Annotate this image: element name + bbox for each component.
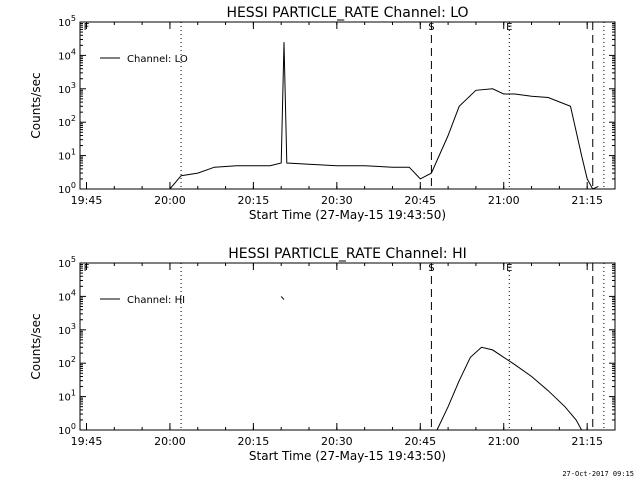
x-tick-label: 20:15 bbox=[238, 435, 270, 448]
y-tick-label: 101 bbox=[58, 389, 76, 404]
series-line-0 bbox=[80, 42, 599, 190]
x-tick-label: 21:00 bbox=[488, 435, 520, 448]
legend-label: Channel: LO bbox=[127, 54, 188, 65]
x-tick-label: 19:45 bbox=[71, 435, 103, 448]
x-tick-label: 20:30 bbox=[321, 194, 353, 207]
annotation-f: F bbox=[84, 263, 90, 274]
plot-frame-0 bbox=[79, 21, 616, 190]
legend-label: Channel: HI bbox=[127, 295, 185, 306]
annotation-s: S bbox=[428, 22, 434, 33]
x-axis-label: Start Time (27-May-15 19:43:50) bbox=[249, 449, 446, 463]
annotation-e: E bbox=[506, 263, 512, 274]
y-tick-label: 100 bbox=[58, 422, 76, 437]
y-axis-label: Counts/sec bbox=[29, 313, 43, 379]
x-tick-label: 20:45 bbox=[404, 194, 436, 207]
y-axis-label: Counts/sec bbox=[29, 72, 43, 138]
y-tick-label: 104 bbox=[58, 288, 76, 303]
series-line-1 bbox=[436, 346, 583, 431]
x-tick-label: 20:00 bbox=[154, 435, 186, 448]
x-tick-label: 20:45 bbox=[404, 435, 436, 448]
y-tick-label: 104 bbox=[58, 47, 76, 62]
x-tick-label: 21:00 bbox=[488, 194, 520, 207]
annotation-e: E bbox=[506, 22, 512, 33]
y-tick-label: 101 bbox=[58, 148, 76, 163]
y-tick-label: 105 bbox=[58, 14, 76, 29]
chart-title-1: HESSI PARTICLE_RATE Channel: HI bbox=[228, 246, 466, 262]
y-tick-label: 103 bbox=[58, 322, 76, 337]
x-tick-label: 21:15 bbox=[571, 194, 603, 207]
series-spike-1 bbox=[280, 296, 285, 300]
y-tick-label: 105 bbox=[58, 255, 76, 270]
annotation-s: S bbox=[428, 263, 434, 274]
footer-timestamp: 27-Oct-2017 09:15 bbox=[562, 470, 634, 478]
x-tick-label: 20:30 bbox=[321, 435, 353, 448]
annotation-f: F bbox=[84, 22, 90, 33]
x-tick-label: 19:45 bbox=[71, 194, 103, 207]
y-tick-label: 100 bbox=[58, 181, 76, 196]
y-tick-label: 103 bbox=[58, 81, 76, 96]
x-axis-label: Start Time (27-May-15 19:43:50) bbox=[249, 208, 446, 222]
chart-title-0: HESSI PARTICLE_RATE Channel: LO bbox=[226, 5, 468, 21]
plot-frame-1 bbox=[79, 262, 616, 431]
x-tick-label: 21:15 bbox=[571, 435, 603, 448]
y-tick-label: 102 bbox=[58, 114, 76, 129]
y-tick-label: 102 bbox=[58, 355, 76, 370]
x-tick-label: 20:15 bbox=[238, 194, 270, 207]
x-tick-label: 20:00 bbox=[154, 194, 186, 207]
